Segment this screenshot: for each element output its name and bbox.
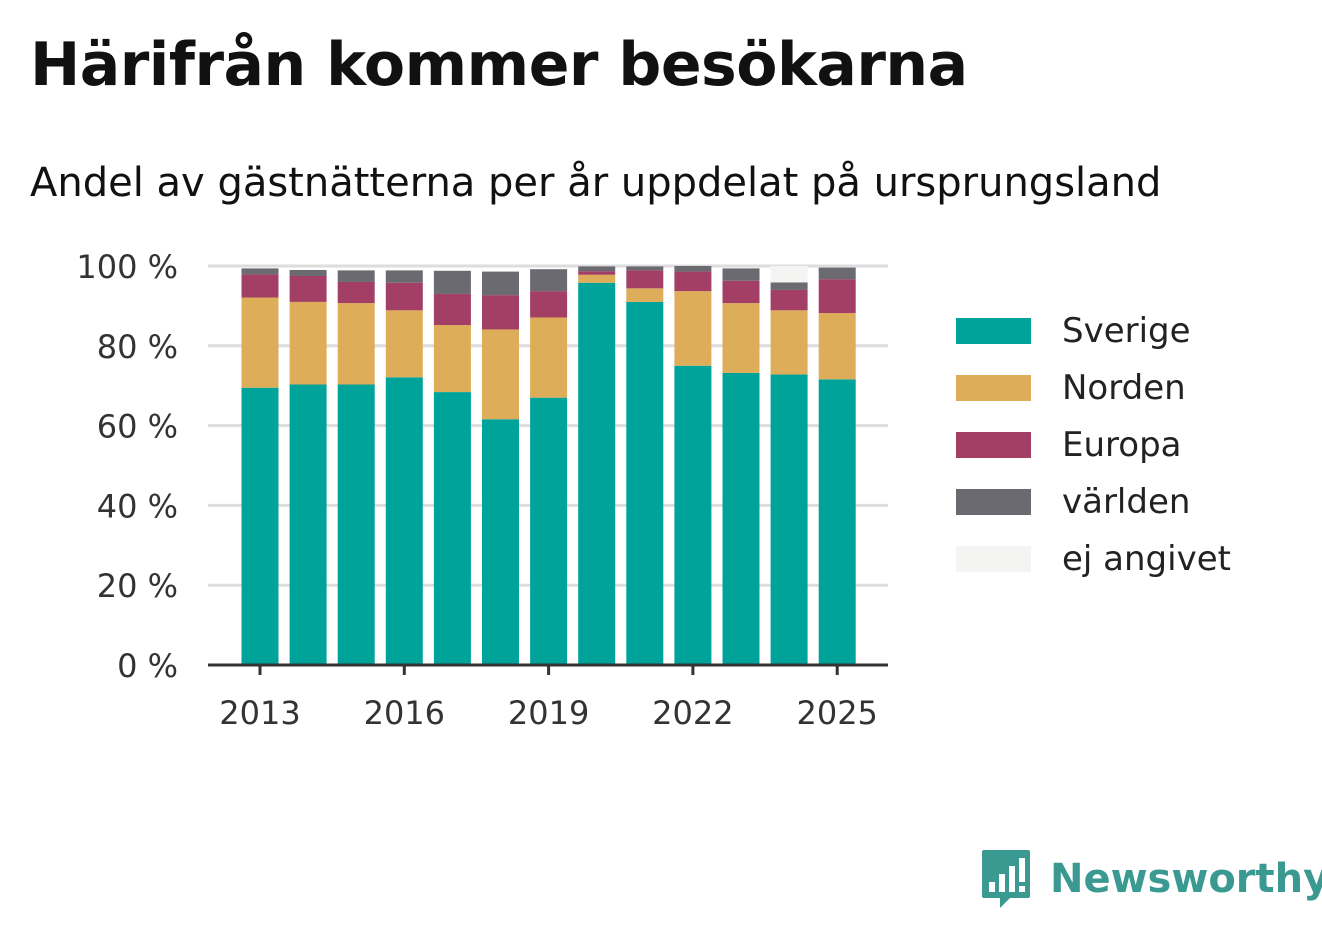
legend-label-varlden: världen — [1062, 481, 1191, 522]
x-tick-label: 2022 — [652, 694, 733, 732]
legend-swatch-varlden — [956, 488, 1031, 515]
y-tick-label: 80 % — [97, 328, 178, 366]
x-tick-label: 2016 — [364, 694, 445, 732]
legend-label-sverige: Sverige — [1062, 310, 1191, 351]
legend-item-europa: Europa — [956, 416, 1231, 473]
bar-segment-norden-2018 — [482, 329, 519, 420]
bar-segment-sverige-2018 — [482, 419, 519, 665]
bar-segment-sverige-2023 — [722, 372, 760, 665]
bar-segment-varlden-2025 — [818, 267, 856, 280]
legend-item-ej-angivet: ej angivet — [956, 530, 1231, 587]
bar-segment-norden-2020 — [578, 274, 616, 283]
bar-segment-sverige-2022 — [674, 365, 712, 665]
legend-label-norden: Norden — [1062, 367, 1186, 408]
legend: Sverige Norden Europa världen ej angivet — [956, 302, 1231, 587]
bar-segment-varlden-2020 — [578, 266, 616, 272]
legend-item-sverige: Sverige — [956, 302, 1231, 359]
bar-segment-norden-2022 — [674, 291, 712, 366]
bar-segment-sverige-2025 — [818, 379, 856, 665]
chart-title: Härifrån kommer besökarna — [30, 30, 968, 100]
bar-segment-varlden-2023 — [722, 268, 760, 281]
bar-segment-norden-2015 — [337, 303, 375, 385]
legend-swatch-europa — [956, 431, 1031, 458]
y-tick-label: 60 % — [97, 408, 178, 446]
bar-segment-norden-2014 — [289, 301, 327, 385]
bar-segment-norden-2024 — [770, 310, 808, 375]
bar-segment-europa-2023 — [722, 280, 760, 304]
bar-segment-europa-2015 — [337, 281, 375, 304]
bar-segment-varlden-2021 — [626, 266, 664, 271]
bar-segment-norden-2016 — [385, 310, 423, 378]
bar-segment-europa-2018 — [482, 295, 519, 330]
bar-segment-sverige-2021 — [626, 301, 664, 665]
y-tick-label: 40 % — [97, 487, 178, 525]
bar-segment-europa-2025 — [818, 279, 856, 314]
legend-swatch-norden — [956, 374, 1031, 401]
bar-segment-sverige-2024 — [770, 374, 808, 665]
bar-segment-sverige-2013 — [241, 387, 279, 665]
legend-swatch-ej-angivet — [956, 545, 1031, 572]
y-tick-label: 0 % — [117, 647, 178, 685]
bar-segment-europa-2022 — [674, 271, 712, 292]
bar-segment-varlden-2019 — [530, 269, 568, 292]
bar-segment-europa-2024 — [770, 289, 808, 311]
bar-segment-varlden-2015 — [337, 270, 375, 282]
legend-item-norden: Norden — [956, 359, 1231, 416]
bar-segment-varlden-2022 — [674, 266, 712, 272]
brand-name: Newsworthy — [1050, 856, 1322, 902]
axes: 0 % 20 % 40 % 60 % 80 % 100 % 2013 2016 2019 2022… — [76, 248, 888, 732]
bar-segment-varlden-2016 — [385, 270, 423, 283]
bar-segment-norden-2013 — [241, 297, 279, 388]
bar-segment-sverige-2016 — [385, 377, 423, 665]
bar-segment-sverige-2014 — [289, 384, 327, 665]
bar-segment-europa-2021 — [626, 270, 664, 289]
bar-segment-europa-2017 — [433, 293, 471, 326]
bar-segment-norden-2023 — [722, 303, 760, 373]
bar-segment-norden-2021 — [626, 288, 664, 302]
x-tick-label: 2025 — [796, 694, 877, 732]
bar-segment-varlden-2014 — [289, 269, 327, 276]
chart-subtitle: Andel av gästnätterna per år uppdelat på… — [30, 160, 1162, 206]
bar-segment-europa-2014 — [289, 275, 327, 302]
bar-segment-sverige-2020 — [578, 282, 616, 665]
bar-segment-norden-2019 — [530, 317, 568, 398]
bar-segment-sverige-2017 — [433, 392, 471, 665]
x-tick-label: 2019 — [508, 694, 589, 732]
legend-swatch-sverige — [956, 317, 1031, 344]
bar-segment-europa-2013 — [241, 274, 279, 298]
bar-segment-norden-2017 — [433, 325, 471, 393]
bar-segment-sverige-2015 — [337, 384, 375, 665]
bar-segment-varlden-2024 — [770, 282, 808, 290]
bar-segment-norden-2025 — [818, 313, 856, 380]
bar-segment-varlden-2013 — [241, 268, 279, 275]
newsworthy-logo: Newsworthy — [980, 848, 1322, 910]
bar-segment-europa-2016 — [385, 282, 423, 311]
y-tick-label: 20 % — [97, 567, 178, 605]
bar-segment-varlden-2017 — [433, 270, 471, 294]
bar-segment-europa-2019 — [530, 291, 568, 318]
y-tick-label: 100 % — [76, 248, 178, 286]
bar-segment-ej-angivet-2024 — [770, 266, 808, 283]
x-tick-label: 2013 — [219, 694, 300, 732]
bar-segment-europa-2020 — [578, 271, 616, 275]
bar-segment-sverige-2019 — [530, 397, 568, 665]
bar-chart-speech-bubble-icon — [982, 850, 1030, 908]
legend-label-europa: Europa — [1062, 424, 1182, 465]
bar-segment-varlden-2018 — [482, 271, 519, 296]
legend-label-ej-angivet: ej angivet — [1062, 538, 1231, 579]
legend-item-varlden: världen — [956, 473, 1231, 530]
bars — [241, 266, 856, 665]
